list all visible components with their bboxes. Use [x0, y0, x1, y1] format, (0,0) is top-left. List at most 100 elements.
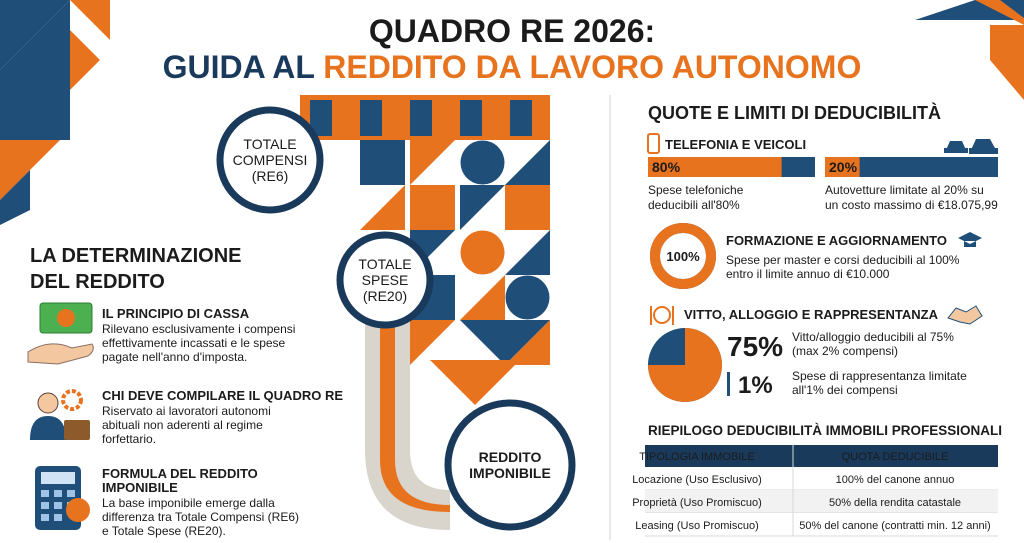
- title: GUIDA AL REDDITO DA LAVORO AUTONOMO: [163, 49, 862, 85]
- flow-node: [336, 231, 434, 329]
- title-part: REDDITO DA LAVORO AUTONOMO: [323, 49, 861, 85]
- geo-shape: [505, 185, 550, 230]
- node-label: (RE6): [252, 168, 289, 184]
- item-text: differenza tra Totale Compensi (RE6): [102, 510, 299, 524]
- subheading: TELEFONIA E VEICOLI: [665, 137, 806, 152]
- shape: [990, 25, 1024, 100]
- geo-shape: [460, 185, 505, 230]
- item-title: FORMULA DEL REDDITO: [102, 466, 258, 481]
- shape: [0, 0, 70, 140]
- geo-shape: [410, 320, 455, 365]
- item-text: e Totale Spese (RE20).: [102, 524, 226, 538]
- node-label: REDDITO: [479, 449, 542, 465]
- geo-shape: [430, 360, 520, 405]
- table-cell: Locazione (Uso Esclusivo): [632, 474, 762, 486]
- geo-shape: [360, 140, 405, 185]
- geo-shape: [460, 230, 505, 275]
- bar-caption: deducibili all'80%: [648, 198, 740, 212]
- worker-icon: [30, 389, 90, 440]
- item-text: abituali non aderenti al regime: [102, 418, 263, 432]
- item-text: entro il limite annuo di €10.000: [726, 267, 890, 281]
- item-text: effettivamente incassati e le spese: [102, 336, 286, 350]
- ring-label: 100%: [666, 249, 700, 264]
- item-title: IMPONIBILE: [102, 480, 178, 495]
- dining-icon: [650, 306, 674, 325]
- body: [30, 416, 66, 440]
- item-text: La base imponibile emerge dalla: [102, 496, 275, 510]
- graduation-icon: [958, 232, 982, 247]
- geo-shape: [510, 100, 532, 136]
- flow-node: [216, 106, 324, 214]
- triangle: [70, 30, 100, 90]
- bar-caption: Spese telefoniche: [648, 183, 744, 197]
- item-title: CHI DEVE COMPILARE IL QUADRO RE: [102, 388, 343, 403]
- corner-decoration: [0, 0, 1024, 225]
- briefcase: [64, 420, 90, 440]
- node-label: COMPENSI: [233, 152, 308, 168]
- table-row: [645, 467, 998, 490]
- item-text: Spese di rappresentanza limitate: [792, 369, 967, 383]
- phone-icon: [647, 133, 660, 154]
- bar-track: [825, 157, 998, 177]
- item-text: Rilevano esclusivamente i compensi: [102, 322, 295, 336]
- node-label: TOTALE: [243, 136, 296, 152]
- bar-fill: [648, 157, 782, 177]
- handshake-icon: [947, 305, 983, 325]
- node-label: SPESE: [362, 272, 409, 288]
- geo-shape: [360, 100, 382, 136]
- item-title: IL PRINCIPIO DI CASSA: [102, 306, 250, 321]
- table-cell: 100% del canone annuo: [836, 474, 955, 486]
- gear: [61, 389, 83, 411]
- separator-bar: [727, 372, 730, 396]
- title-part: GUIDA AL: [163, 49, 315, 85]
- big-percent: 1%: [738, 372, 773, 399]
- table-header-cell: TIPOLOGIA IMMOBILE: [639, 451, 755, 463]
- cash-icon: [27, 302, 94, 365]
- table-cell: 50% della rendita catastale: [829, 497, 961, 509]
- bar-label: 20%: [829, 159, 858, 175]
- geo-shape: [310, 100, 332, 136]
- subheading: FORMAZIONE E AGGIORNAMENTO: [726, 233, 947, 248]
- item-text: (max 2% compensi): [792, 344, 898, 358]
- table-title: RIEPILOGO DEDUCIBILITÀ IMMOBILI PROFESSI…: [648, 423, 1002, 438]
- calculator-icon: [35, 466, 90, 530]
- car-icons: [944, 139, 998, 154]
- node-label: IMPONIBILE: [469, 465, 551, 481]
- title: QUADRO RE 2026:: [369, 13, 655, 49]
- node-label: (RE20): [363, 288, 407, 304]
- geo-shape: [410, 185, 455, 230]
- geo-shape: [460, 140, 505, 185]
- section-heading: QUOTE E LIMITI DI DEDUCIBILITÀ: [648, 102, 941, 123]
- display: [41, 472, 75, 484]
- geo-shape: [410, 140, 455, 185]
- geo-shape: [460, 275, 505, 320]
- table-row: [645, 490, 998, 513]
- geo-shape: [505, 140, 550, 185]
- table-cell: Leasing (Uso Promiscuo): [635, 520, 759, 532]
- table-cell: Proprietà (Uso Promiscuo): [632, 497, 762, 509]
- table-header-cell: QUOTA DEDUCIBILE: [842, 451, 949, 463]
- item-text: Spese per master e corsi deducibili al 1…: [726, 253, 960, 267]
- subheading: VITTO, ALLOGGIO E RAPPRESENTANZA: [684, 307, 939, 322]
- geo-shape: [505, 230, 550, 275]
- big-percent: 75%: [727, 331, 783, 362]
- clock: [57, 309, 75, 327]
- geo-shape: [505, 320, 550, 365]
- geo-shape: [505, 275, 550, 320]
- head: [37, 392, 59, 414]
- section-heading: DEL REDDITO: [30, 271, 165, 293]
- item-text: Vitto/alloggio deducibili al 75%: [792, 330, 954, 344]
- item-text: Riservato ai lavoratori autonomi: [102, 404, 271, 418]
- geo-shape: [410, 100, 432, 136]
- flow-node: [444, 399, 576, 531]
- bar-caption: Autovetture limitate al 20% su: [825, 183, 984, 197]
- geo-shape: [460, 100, 482, 136]
- ring-fill: [650, 223, 716, 289]
- pie-slice: [648, 328, 722, 402]
- section-heading: LA DETERMINAZIONE: [30, 245, 241, 267]
- bar-caption: un costo massimo di €18.075,99: [825, 198, 998, 212]
- item-text: all'1% dei compensi: [792, 383, 898, 397]
- geo-shape: [460, 320, 550, 365]
